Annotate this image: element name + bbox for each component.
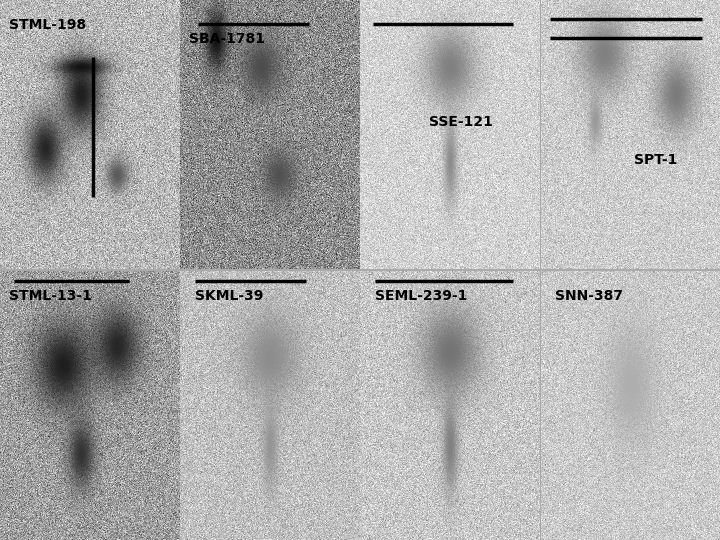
Text: SPT-1: SPT-1	[634, 153, 678, 167]
Text: STML-13-1: STML-13-1	[9, 289, 92, 303]
Text: SNN-387: SNN-387	[555, 289, 623, 303]
Text: SEML-239-1: SEML-239-1	[374, 289, 467, 303]
Text: SBA-1781: SBA-1781	[189, 32, 265, 46]
Text: SSE-121: SSE-121	[428, 116, 492, 130]
Text: STML-198: STML-198	[9, 18, 86, 32]
Text: SKML-39: SKML-39	[194, 289, 263, 303]
